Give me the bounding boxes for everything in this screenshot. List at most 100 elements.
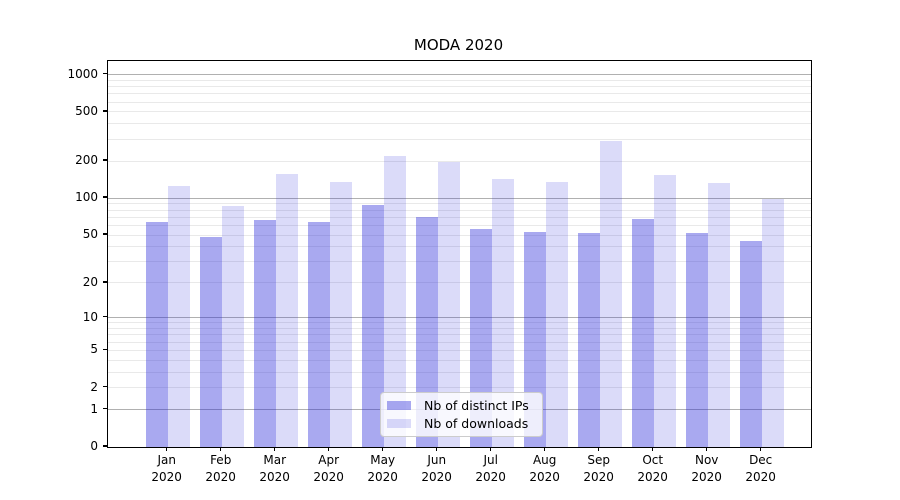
x-tick-label: Dec 2020 xyxy=(745,453,776,484)
minor-gridline xyxy=(108,216,811,218)
bar-downloads xyxy=(167,185,190,447)
major-gridline xyxy=(108,317,811,319)
bar-downloads xyxy=(761,199,784,447)
x-tick xyxy=(274,447,276,451)
bar-distinct-ips xyxy=(631,218,654,447)
x-tick-label: Oct 2020 xyxy=(637,453,668,484)
bar-distinct-ips xyxy=(145,221,168,447)
x-tick xyxy=(490,447,492,451)
minor-gridline xyxy=(108,359,811,361)
y-tick-label: 50 xyxy=(82,227,98,242)
y-tick xyxy=(103,233,107,235)
bar-downloads xyxy=(599,141,622,447)
x-tick-label: Nov 2020 xyxy=(691,453,722,484)
minor-gridline xyxy=(108,224,811,226)
legend: Nb of distinct IPs Nb of downloads xyxy=(380,392,543,437)
x-tick-label: Jan 2020 xyxy=(151,453,182,484)
bar-distinct-ips xyxy=(577,232,600,447)
legend-label: Nb of distinct IPs xyxy=(424,398,529,414)
bar-distinct-ips xyxy=(199,237,222,447)
x-tick-label: Jul 2020 xyxy=(475,453,506,484)
minor-gridline xyxy=(108,79,811,81)
bar-distinct-ips xyxy=(415,217,438,447)
minor-gridline xyxy=(108,387,811,389)
x-tick-label: Apr 2020 xyxy=(313,453,344,484)
x-tick-label: Aug 2020 xyxy=(529,453,560,484)
x-tick-label: May 2020 xyxy=(367,453,398,484)
y-tick-label: 20 xyxy=(82,274,98,289)
bar-distinct-ips xyxy=(739,240,762,447)
y-tick-label: 1000 xyxy=(67,66,98,81)
bar-distinct-ips xyxy=(685,232,708,447)
minor-gridline xyxy=(108,334,811,336)
y-tick-label: 2 xyxy=(90,379,98,394)
minor-gridline xyxy=(108,93,811,95)
legend-item: Nb of distinct IPs xyxy=(387,398,534,413)
y-tick xyxy=(103,348,107,351)
y-tick xyxy=(103,72,107,75)
bar-downloads xyxy=(437,161,460,447)
bar-distinct-ips xyxy=(361,205,384,447)
minor-gridline xyxy=(108,261,811,263)
x-tick xyxy=(706,447,708,451)
major-gridline xyxy=(108,197,811,199)
legend-label: Nb of downloads xyxy=(424,415,529,431)
y-tick xyxy=(103,445,107,447)
x-tick-label: Sep 2020 xyxy=(583,453,614,484)
bar-downloads xyxy=(545,181,568,447)
y-tick xyxy=(103,386,107,388)
legend-item: Nb of downloads xyxy=(387,416,534,431)
minor-gridline xyxy=(108,111,811,113)
bar-downloads xyxy=(329,182,352,447)
x-tick xyxy=(436,447,438,451)
minor-gridline xyxy=(108,209,811,211)
minor-gridline xyxy=(108,328,811,330)
minor-gridline xyxy=(108,123,811,125)
y-tick-label: 5 xyxy=(90,342,98,357)
bar-downloads xyxy=(221,206,244,447)
chart-title: MODA 2020 xyxy=(413,36,504,54)
y-tick xyxy=(103,159,107,161)
x-tick-label: Jun 2020 xyxy=(421,453,452,484)
minor-gridline xyxy=(108,86,811,88)
y-tick xyxy=(103,281,107,283)
x-tick-label: Feb 2020 xyxy=(205,453,236,484)
y-tick xyxy=(103,316,107,318)
x-tick xyxy=(760,447,762,451)
bar-distinct-ips xyxy=(253,220,276,447)
bar-downloads xyxy=(653,174,676,447)
x-tick xyxy=(652,447,654,451)
y-tick-label: 200 xyxy=(75,153,98,168)
minor-gridline xyxy=(108,160,811,162)
x-tick xyxy=(598,447,600,451)
minor-gridline xyxy=(108,282,811,284)
legend-swatch-distinct-ips xyxy=(387,401,411,411)
y-tick xyxy=(103,407,107,410)
y-tick-label: 0 xyxy=(90,439,98,453)
major-gridline xyxy=(108,74,811,76)
x-tick xyxy=(166,447,168,451)
bar-downloads xyxy=(491,179,514,447)
x-tick-label: Mar 2020 xyxy=(259,453,290,484)
y-tick-label: 1 xyxy=(90,401,98,416)
y-tick xyxy=(103,196,107,198)
bar-downloads xyxy=(707,182,730,447)
minor-gridline xyxy=(108,349,811,351)
minor-gridline xyxy=(108,322,811,324)
bar-distinct-ips xyxy=(307,221,330,447)
bar-downloads xyxy=(275,174,298,447)
y-tick-label: 10 xyxy=(82,309,98,324)
y-tick-label: 100 xyxy=(75,190,98,205)
bar-downloads xyxy=(383,156,406,447)
minor-gridline xyxy=(108,246,811,248)
minor-gridline xyxy=(108,371,811,373)
x-tick xyxy=(328,447,330,451)
plot-area xyxy=(107,60,812,448)
minor-gridline xyxy=(108,234,811,236)
y-tick-label: 500 xyxy=(75,103,98,118)
x-tick xyxy=(220,447,222,451)
x-tick xyxy=(544,447,546,451)
minor-gridline xyxy=(108,138,811,140)
x-tick xyxy=(382,447,384,451)
